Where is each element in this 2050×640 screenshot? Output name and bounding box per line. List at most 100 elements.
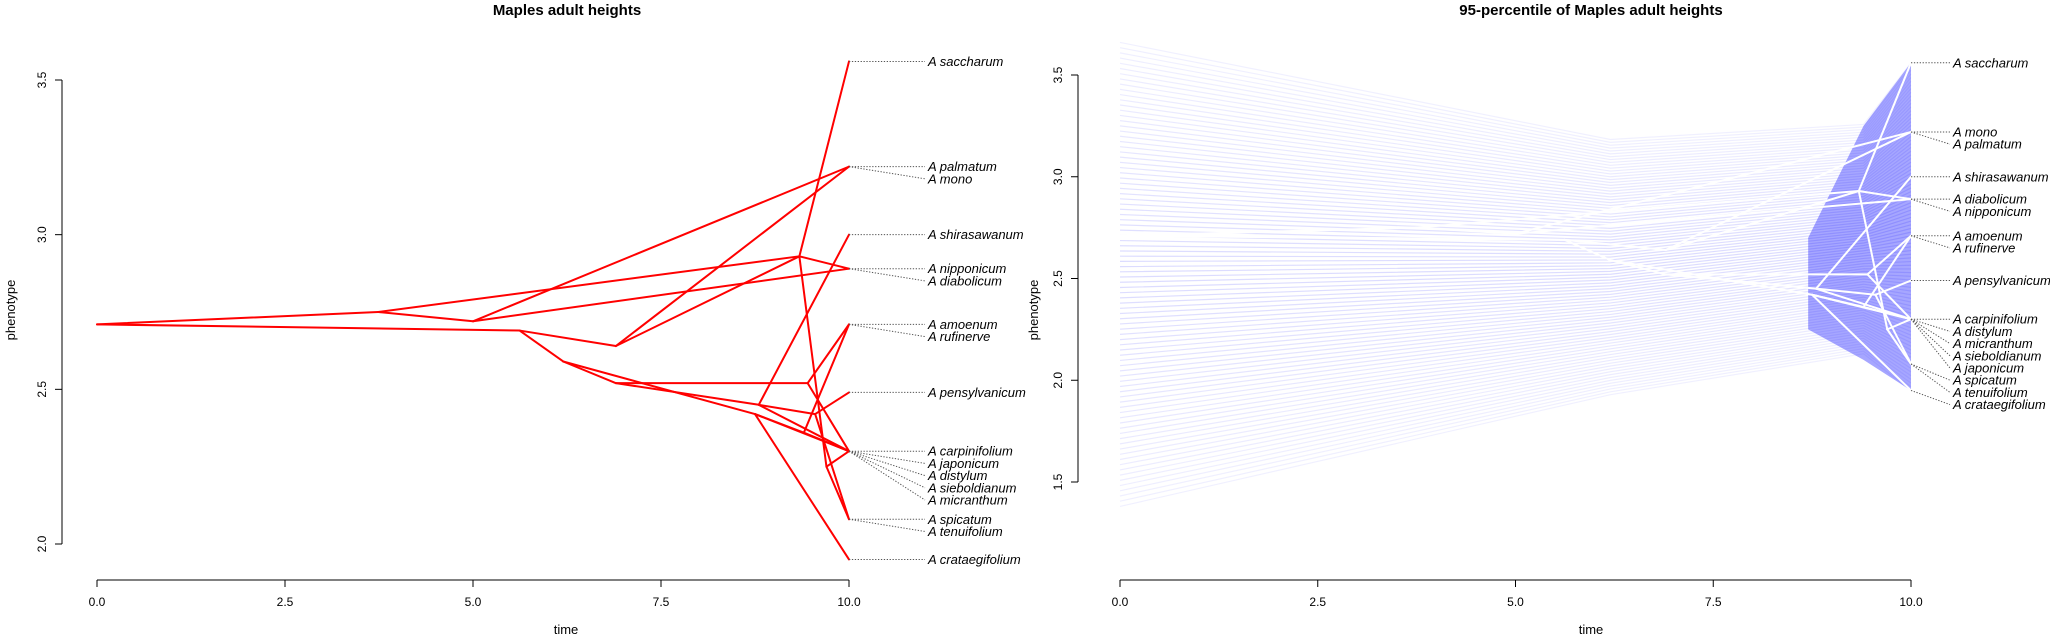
- tip-label: A rufinerve: [927, 329, 990, 344]
- y-axis-label: phenotype: [3, 280, 18, 341]
- percentile-line: [1119, 353, 1912, 508]
- trait-path: [1815, 287, 1877, 296]
- percentile-line: [1119, 52, 1912, 146]
- y-tick-label: 2.0: [1051, 372, 1065, 389]
- tip-label: A mono: [927, 171, 972, 186]
- tip-label: A shirasawanum: [927, 227, 1024, 242]
- tip-connector: [848, 268, 926, 282]
- tip-connector: [1910, 318, 1951, 357]
- percentile-line: [1119, 143, 1912, 204]
- tip-label: A nipponicum: [1952, 204, 2031, 219]
- trait-path: [1664, 130, 1912, 252]
- percentile-line: [1119, 220, 1912, 268]
- trait-path: [614, 255, 801, 348]
- x-tick-label: 2.5: [277, 595, 294, 609]
- trait-path: [1609, 259, 1814, 296]
- percentile-line: [1119, 62, 1912, 152]
- tip-label: A micranthum: [927, 493, 1008, 508]
- percentile-line: [1119, 270, 1912, 341]
- percentile-line: [1119, 183, 1912, 235]
- tip-label: A distylum: [1952, 324, 2013, 339]
- trait-path: [825, 465, 850, 521]
- percentile-line: [1119, 117, 1912, 184]
- trait-path: [814, 391, 850, 416]
- percentile-line: [1119, 104, 1912, 175]
- percentile-line: [1119, 216, 1912, 262]
- tip-connector: [848, 323, 926, 338]
- trait-path: [96, 323, 521, 332]
- x-axis-label: time: [1579, 622, 1604, 637]
- percentile-line: [1119, 345, 1912, 492]
- percentile-line: [1119, 158, 1912, 215]
- trait-path: [377, 255, 801, 313]
- y-tick-label: 2.0: [35, 535, 49, 552]
- tip-connector: [848, 450, 926, 477]
- tip-connector: [1910, 318, 1951, 332]
- trait-lines: [1119, 61, 1912, 392]
- tip-label: A pensylvanicum: [927, 385, 1026, 400]
- trait-path: [472, 267, 850, 323]
- trait-path: [1866, 273, 1912, 321]
- percentile-line: [1119, 246, 1912, 304]
- chart-title: Maples adult heights: [493, 2, 641, 19]
- percentile-line: [1119, 238, 1912, 294]
- percentile-line: [1119, 132, 1912, 195]
- trait-path: [1514, 198, 1912, 235]
- tip-label: A sieboldianum: [927, 480, 1017, 495]
- tip-label: A crataegifolium: [927, 552, 1021, 567]
- percentile-line: [1119, 124, 1912, 189]
- trait-path: [1664, 189, 1860, 252]
- x-tick-label: 10.0: [1899, 595, 1923, 609]
- percentile-line: [1119, 165, 1912, 221]
- percentile-line: [1119, 180, 1912, 232]
- percentile-line: [1119, 128, 1912, 192]
- trait-path: [757, 403, 817, 416]
- trait-path: [806, 382, 850, 453]
- percentile-line: [1119, 146, 1912, 207]
- percentile-line: [1119, 198, 1912, 247]
- trait-path: [614, 382, 760, 406]
- trait-path: [562, 360, 756, 416]
- trait-path: [472, 165, 850, 323]
- percentile-line: [1119, 291, 1912, 382]
- tip-connector: [1910, 363, 1951, 393]
- tip-label: A tenuifolium: [1952, 385, 2028, 400]
- trait-path: [1514, 130, 1912, 235]
- percentile-line: [1119, 350, 1912, 502]
- tip-label: A japonicum: [1952, 361, 2024, 376]
- trait-path: [562, 360, 617, 385]
- percentile-line: [1119, 260, 1912, 325]
- percentile-line: [1119, 348, 1912, 497]
- percentile-line: [1119, 335, 1912, 471]
- x-tick-label: 0.0: [89, 595, 106, 609]
- percentile-line: [1119, 311, 1912, 424]
- percentile-line: [1119, 205, 1912, 252]
- percentile-line: [1119, 329, 1912, 461]
- tip-label: A distylum: [927, 468, 988, 483]
- percentile-line: [1119, 135, 1912, 198]
- tip-label: A saccharum: [1952, 55, 2029, 70]
- trait-lines: [96, 60, 850, 561]
- percentile-line: [1119, 293, 1912, 388]
- tip-label: A japonicum: [927, 456, 999, 471]
- x-tick-label: 2.5: [1309, 595, 1326, 609]
- trait-path: [1866, 234, 1912, 276]
- percentile-line: [1119, 319, 1912, 440]
- trait-path: [1857, 189, 1889, 331]
- x-tick-label: 7.5: [653, 595, 670, 609]
- tip-label: A micranthum: [1952, 336, 2033, 351]
- tip-label: A diabolicum: [1952, 192, 2027, 207]
- tip-connector: [1910, 318, 1951, 345]
- percentile-line: [1119, 314, 1912, 429]
- trait-path: [518, 329, 565, 363]
- trait-path: [1857, 61, 1912, 192]
- tip-label: A spicatum: [1952, 373, 2017, 388]
- percentile-line: [1119, 161, 1912, 218]
- trait-path: [1862, 234, 1912, 308]
- trait-path: [1563, 238, 1667, 252]
- trait-path: [96, 311, 380, 326]
- percentile-line: [1119, 169, 1912, 224]
- tip-label: A carpinifolium: [1952, 312, 2038, 327]
- tip-connector: [1910, 198, 1951, 212]
